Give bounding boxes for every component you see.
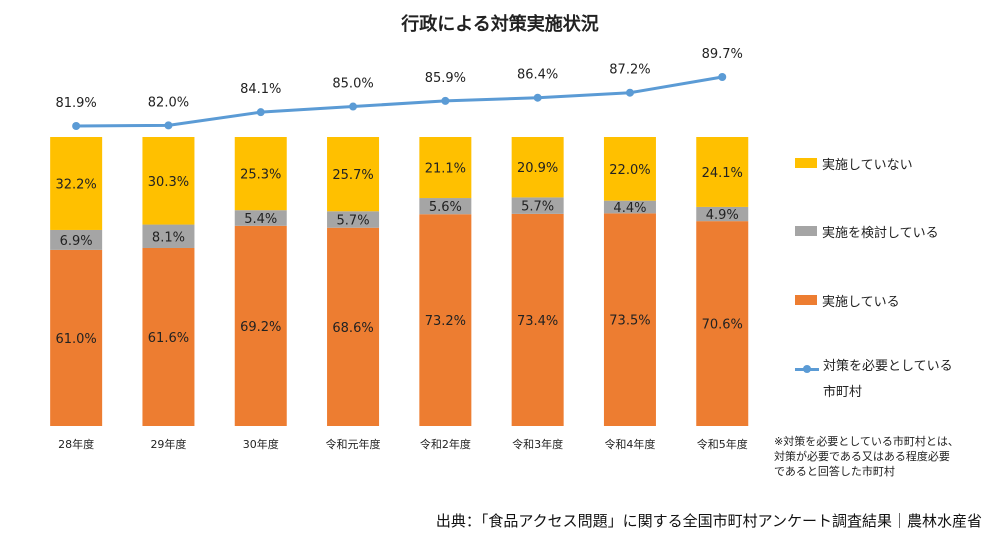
line-point <box>349 102 358 111</box>
bar-segment <box>142 137 195 225</box>
x-tick-label: 令和2年度 <box>420 437 471 451</box>
bar-data-label: 61.0% <box>55 332 96 347</box>
line-point <box>256 108 265 117</box>
bar-segment <box>696 206 749 222</box>
bar-segment <box>142 224 195 248</box>
x-tick-label: 令和4年度 <box>604 437 655 451</box>
line-data-label: 85.0% <box>332 77 373 92</box>
bar-segment <box>603 200 656 214</box>
bar-data-label: 5.6% <box>429 200 462 215</box>
bar-segment <box>419 137 472 199</box>
legend-item-not-implemented: 実施していない <box>795 154 913 173</box>
line-layer <box>72 73 727 130</box>
legend-line-marker <box>795 362 819 376</box>
bar-data-label: 8.1% <box>152 230 185 245</box>
legend-item-implemented: 実施している <box>795 291 900 310</box>
bar-segment <box>603 137 656 201</box>
chart-title: 行政による対策実施状況 <box>400 13 598 35</box>
bar-data-label: 5.4% <box>244 212 277 227</box>
line-data-label: 89.7% <box>702 47 743 62</box>
bar-data-label: 68.6% <box>332 321 373 336</box>
line-data-label: 84.1% <box>240 82 281 97</box>
bar-data-label: 4.4% <box>613 201 646 216</box>
bar-segment <box>603 213 656 426</box>
legend-swatch-orange <box>795 295 817 305</box>
bar-segment <box>511 197 564 214</box>
bar-data-label: 5.7% <box>521 200 554 215</box>
bar-segment <box>142 247 195 426</box>
source-citation: 出典：「食品アクセス問題」に関する全国市町村アンケート調査結果｜農林水産省 <box>435 512 982 530</box>
line-data-label: 82.0% <box>148 95 189 110</box>
bar-segment <box>419 214 472 426</box>
labels-layer: 61.0% 61.6% 69.2% 68.6% 73.2% 73.4% 73.5% 70.6%… <box>55 47 747 451</box>
bar-data-label: 25.7% <box>332 168 373 183</box>
bar-segment <box>327 137 380 212</box>
line-point <box>164 121 173 130</box>
legend-label-line: 対策を必要としている 市町村 <box>823 359 953 400</box>
bar-segment <box>327 227 380 426</box>
legend-swatch-gray <box>795 226 817 236</box>
line-point <box>72 122 81 130</box>
bar-segment <box>696 221 749 426</box>
bar-segment <box>696 137 749 207</box>
bar-data-label: 30.3% <box>148 175 189 190</box>
line-point <box>441 96 450 105</box>
line-point <box>533 93 542 102</box>
bar-segment <box>50 137 103 230</box>
x-tick-label: 令和3年度 <box>512 437 563 451</box>
x-tick-label: 28年度 <box>58 437 94 451</box>
line-point <box>625 88 634 97</box>
line-point <box>718 73 727 81</box>
line-data-label: 85.9% <box>425 71 466 86</box>
bar-segment <box>234 137 287 211</box>
footnote: ※対策を必要としている市町村とは、 対策が必要である又はある程度必要 であると回… <box>774 434 996 479</box>
bar-data-label: 73.5% <box>609 314 650 329</box>
bar-data-label: 21.1% <box>425 162 466 177</box>
x-tick-label: 令和元年度 <box>326 437 381 451</box>
bar-data-label: 24.1% <box>702 166 743 181</box>
bar-segment <box>50 249 103 426</box>
legend-label: 実施していない <box>822 158 913 173</box>
bar-data-label: 73.4% <box>517 314 558 329</box>
x-tick-label: 30年度 <box>243 437 279 451</box>
bar-data-label: 25.3% <box>240 168 281 183</box>
footnote-line: であると回答した市町村 <box>774 465 895 478</box>
bar-data-label: 22.0% <box>609 163 650 178</box>
footnote-line: ※対策を必要としている市町村とは、 <box>774 435 959 448</box>
legend-label: 実施している <box>822 295 900 310</box>
line-data-label: 87.2% <box>609 63 650 78</box>
legend-label: 実施を検討している <box>822 226 939 241</box>
bar-data-label: 4.9% <box>706 208 739 223</box>
bar-data-label: 5.7% <box>337 214 370 229</box>
legend-swatch-yellow <box>795 158 817 168</box>
line-series-path <box>76 75 723 128</box>
bar-segment <box>419 198 472 215</box>
bar-segment <box>327 211 380 228</box>
legend-item-line: 対策を必要としている 市町村 <box>795 359 953 406</box>
bar-data-label: 70.6% <box>702 318 743 333</box>
bar-segment <box>511 213 564 426</box>
bar-data-label: 6.9% <box>60 234 93 249</box>
bar-segment <box>511 137 564 198</box>
line-data-label: 86.4% <box>517 68 558 83</box>
bar-data-label: 61.6% <box>148 331 189 346</box>
bar-segment <box>50 229 103 250</box>
x-tick-label: 令和5年度 <box>697 437 748 451</box>
legend-item-considering: 実施を検討している <box>795 222 939 241</box>
bar-data-label: 32.2% <box>55 177 96 192</box>
bar-data-label: 73.2% <box>425 314 466 329</box>
bar-data-label: 69.2% <box>240 320 281 335</box>
bar-data-label: 20.9% <box>517 161 558 176</box>
line-data-label: 81.9% <box>55 96 96 111</box>
x-tick-label: 29年度 <box>150 437 186 451</box>
footnote-line: 対策が必要である又はある程度必要 <box>774 450 950 463</box>
bars-layer <box>50 137 749 426</box>
bar-segment <box>234 210 287 226</box>
bar-segment <box>234 225 287 426</box>
